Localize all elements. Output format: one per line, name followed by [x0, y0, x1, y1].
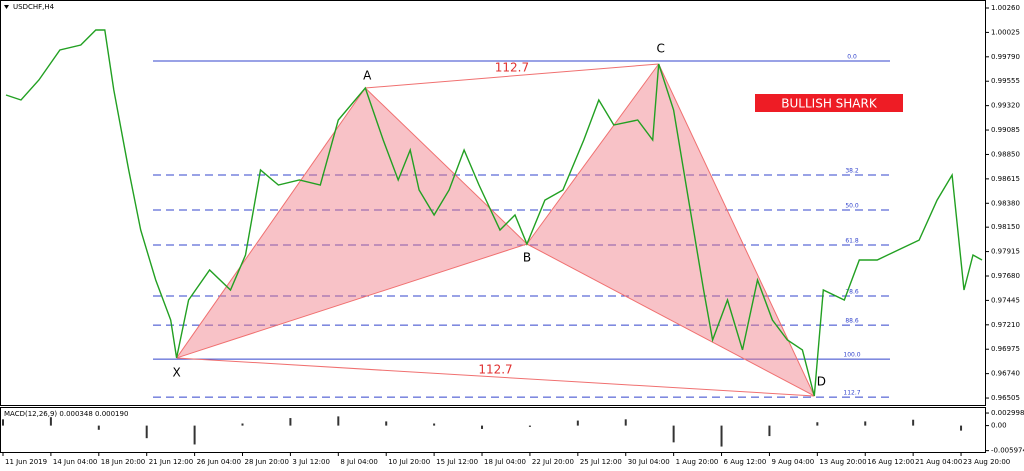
ratio-label: 112.7 [495, 60, 529, 74]
fib-label: 0.0 [847, 53, 857, 60]
y-tick-label: 0.97915 [991, 248, 1020, 256]
y-tick-label: 0.98150 [991, 223, 1020, 231]
x-tick-label: 1 Aug 20:00 [676, 458, 719, 466]
x-tick-label: 22 Jul 20:00 [532, 458, 574, 466]
fib-label: 61.8 [845, 238, 859, 245]
y-tick-label: 0.96975 [991, 345, 1020, 353]
x-tick-label: 16 Aug 12:00 [867, 458, 914, 466]
x-tick-label: 13 Aug 20:00 [819, 458, 866, 466]
x-tick-label: 15 Jul 12:00 [436, 458, 478, 466]
x-tick-label: 21 Jun 12:00 [149, 458, 193, 466]
pattern-leg [176, 243, 528, 359]
y-tick-label: 0.99085 [991, 126, 1020, 134]
pattern-leg [176, 87, 366, 359]
y-tick-label: 0.98850 [991, 150, 1020, 158]
x-tick-label: 26 Jun 04:00 [197, 458, 241, 466]
badge: BULLISH SHARK [781, 97, 878, 111]
fib-label: 38.2 [845, 168, 859, 175]
y-tick-label: 1.00025 [991, 28, 1020, 36]
pattern-point-label: A [363, 68, 372, 82]
macd-y-tick-label: -0.005974 [991, 447, 1024, 455]
macd-frame [0, 407, 986, 453]
fib-label: 112.7 [843, 390, 860, 397]
pattern-area [526, 63, 815, 396]
x-tick-label: 18 Jun 20:00 [101, 458, 145, 466]
y-tick-label: 0.98615 [991, 175, 1020, 183]
pattern-point-label: D [817, 374, 826, 388]
x-tick-label: 3 Jul 12:00 [292, 458, 330, 466]
x-tick-label: 14 Jun 04:00 [53, 458, 97, 466]
x-tick-label: 8 Jul 04:00 [340, 458, 378, 466]
fib-label: 100.0 [843, 352, 860, 359]
x-tick-label: 25 Jul 12:00 [580, 458, 622, 466]
menu-arrow[interactable] [4, 5, 9, 9]
y-tick-label: 0.97680 [991, 272, 1020, 280]
y-tick-label: 0.98380 [991, 199, 1020, 207]
y-tick-label: 0.97210 [991, 321, 1020, 329]
fib-label: 88.6 [845, 318, 859, 325]
y-tick-label: 0.97445 [991, 296, 1020, 304]
y-tick-label: 0.96740 [991, 370, 1020, 378]
x-tick-label: 18 Jul 04:00 [484, 458, 526, 466]
x-tick-label: 23 Aug 20:00 [963, 458, 1010, 466]
ratio-label: 112.7 [478, 362, 512, 376]
x-tick-label: 30 Jul 04:00 [628, 458, 670, 466]
x-tick-label: 11 Jun 2019 [5, 458, 47, 466]
macd-y-tick-label: 0.002998 [991, 409, 1024, 417]
y-tick-label: 1.00260 [991, 4, 1020, 12]
x-tick-label: 28 Jun 20:00 [245, 458, 289, 466]
x-tick-label: 6 Aug 12:00 [724, 458, 767, 466]
y-tick-label: 0.99790 [991, 53, 1020, 61]
fib-label: 78.6 [845, 289, 859, 296]
pattern-leg [526, 243, 815, 397]
pattern-leg [365, 63, 659, 89]
price-line [5, 29, 983, 397]
pattern-area [176, 87, 527, 358]
pattern-point-label: B [523, 250, 531, 264]
x-tick-label: 21 Aug 04:00 [915, 458, 962, 466]
pattern-point-label: C [656, 41, 664, 55]
y-tick-label: 0.99555 [991, 77, 1020, 85]
pattern-point-label: X [173, 365, 181, 379]
y-tick-label: 0.99320 [991, 102, 1020, 110]
pattern-leg [176, 357, 815, 397]
y-tick-label: 0.96505 [991, 394, 1020, 402]
x-tick-label: 9 Aug 04:00 [771, 458, 814, 466]
symbol-title: USDCHF,H4 [13, 3, 55, 11]
macd-y-tick-label: 0.00 [991, 422, 1007, 430]
badge-box [755, 94, 903, 112]
x-tick-label: 10 Jul 20:00 [388, 458, 430, 466]
pattern-leg [364, 87, 528, 245]
pattern-leg [526, 63, 660, 245]
macd-label: MACD(12,26,9) 0.000348 0.000190 [4, 410, 128, 418]
fib-label: 50.0 [845, 203, 859, 210]
